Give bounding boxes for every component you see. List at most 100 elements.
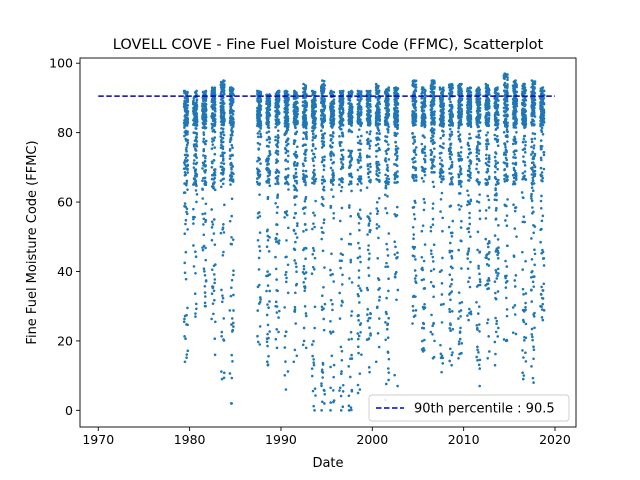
scatter-point xyxy=(195,100,198,104)
scatter-point xyxy=(332,280,336,283)
scatter-point xyxy=(468,222,472,226)
scatter-point xyxy=(295,181,299,185)
scatter-point xyxy=(186,306,189,310)
scatter-point xyxy=(357,117,360,120)
scatter-point xyxy=(357,128,361,131)
scatter-point xyxy=(186,116,189,119)
scatter-point xyxy=(377,299,381,302)
scatter-point xyxy=(357,351,360,355)
scatter-point xyxy=(312,136,316,139)
scatter-point xyxy=(431,90,434,93)
scatter-point xyxy=(485,145,489,148)
scatter-point xyxy=(305,134,308,138)
scatter-point xyxy=(340,104,344,107)
scatter-point xyxy=(376,256,380,260)
scatter-point xyxy=(387,180,390,184)
scatter-point xyxy=(486,356,490,360)
scatter-point xyxy=(286,150,290,153)
scatter-point xyxy=(394,141,397,144)
scatter-point xyxy=(211,124,215,127)
scatter-point xyxy=(210,317,213,321)
scatter-point xyxy=(340,178,344,181)
scatter-point xyxy=(266,100,270,103)
scatter-point xyxy=(329,365,332,369)
scatter-point xyxy=(496,290,500,293)
scatter-point xyxy=(448,109,452,112)
scatter-point xyxy=(394,214,398,218)
scatter-point xyxy=(275,311,279,314)
scatter-point xyxy=(201,102,204,106)
scatter-point xyxy=(430,170,433,174)
scatter-point xyxy=(276,196,279,199)
scatter-point xyxy=(339,124,343,127)
scatter-point xyxy=(274,267,278,271)
scatter-point xyxy=(284,273,287,277)
scatter-point xyxy=(277,330,280,334)
scatter-point xyxy=(458,165,462,168)
scatter-point xyxy=(349,180,353,183)
scatter-point xyxy=(195,118,199,121)
scatter-point xyxy=(213,320,217,324)
scatter-point xyxy=(451,351,454,354)
scatter-point xyxy=(265,245,269,248)
scatter-point xyxy=(258,157,261,161)
scatter-point xyxy=(202,120,206,124)
scatter-point xyxy=(276,105,279,109)
scatter-point xyxy=(338,291,341,295)
scatter-point xyxy=(296,113,299,116)
scatter-point xyxy=(212,97,216,100)
scatter-point xyxy=(286,137,290,141)
scatter-point xyxy=(275,211,279,215)
scatter-point xyxy=(350,353,353,357)
scatter-point xyxy=(386,130,390,134)
scatter-point xyxy=(478,209,482,213)
scatter-point xyxy=(192,106,195,110)
scatter-point xyxy=(193,177,196,181)
scatter-point xyxy=(311,227,314,231)
scatter-point xyxy=(350,314,353,317)
scatter-point xyxy=(183,191,187,194)
scatter-point xyxy=(183,335,186,338)
scatter-point xyxy=(367,222,371,225)
scatter-point xyxy=(423,92,426,95)
scatter-point xyxy=(451,182,454,186)
scatter-point xyxy=(369,130,372,133)
scatter-point xyxy=(358,120,362,123)
scatter-point xyxy=(304,277,307,280)
scatter-point xyxy=(304,126,308,130)
scatter-point xyxy=(202,164,205,167)
scatter-point xyxy=(228,157,232,160)
scatter-point xyxy=(266,363,270,366)
scatter-point xyxy=(358,152,362,155)
scatter-point xyxy=(349,182,353,185)
scatter-point xyxy=(329,273,332,277)
scatter-point xyxy=(376,209,380,213)
scatter-point xyxy=(194,127,198,130)
scatter-point xyxy=(185,160,188,163)
scatter-point xyxy=(493,155,497,159)
scatter-point xyxy=(230,126,234,130)
scatter-point xyxy=(422,157,426,161)
scatter-point xyxy=(460,158,463,162)
scatter-point xyxy=(429,136,433,140)
scatter-point xyxy=(202,161,206,165)
scatter-point xyxy=(258,92,262,95)
scatter-point xyxy=(323,179,327,183)
scatter-point xyxy=(305,102,308,105)
scatter-point xyxy=(276,103,279,106)
scatter-point xyxy=(484,256,487,259)
scatter-point xyxy=(386,174,390,178)
scatter-point xyxy=(213,298,216,302)
scatter-point xyxy=(284,175,288,179)
scatter-point xyxy=(384,321,387,324)
scatter-point xyxy=(186,349,190,353)
scatter-point xyxy=(367,141,371,145)
scatter-point xyxy=(204,122,207,126)
scatter-point xyxy=(340,370,343,373)
scatter-point xyxy=(258,231,262,234)
scatter-point xyxy=(193,215,196,219)
scatter-point xyxy=(229,183,232,186)
scatter-point xyxy=(431,202,435,205)
scatter-point xyxy=(294,291,297,295)
scatter-point xyxy=(487,175,491,178)
